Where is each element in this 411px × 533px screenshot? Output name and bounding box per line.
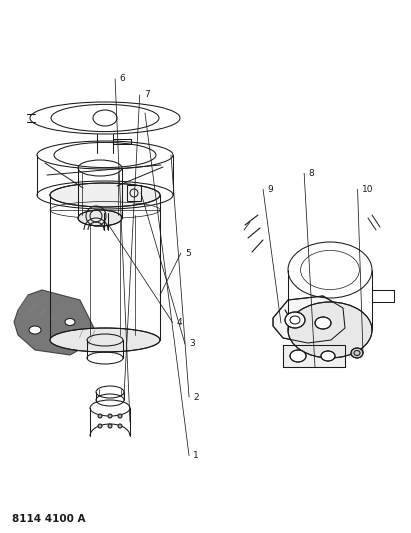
Ellipse shape: [285, 312, 305, 328]
Ellipse shape: [108, 424, 112, 428]
Ellipse shape: [288, 302, 372, 358]
Text: 8114 4100 A: 8114 4100 A: [12, 514, 86, 524]
Text: 4: 4: [177, 318, 182, 327]
Ellipse shape: [290, 350, 306, 362]
Ellipse shape: [50, 183, 160, 207]
Ellipse shape: [98, 424, 102, 428]
Text: 5: 5: [185, 249, 191, 257]
Ellipse shape: [29, 326, 41, 334]
Ellipse shape: [50, 328, 160, 352]
Ellipse shape: [98, 414, 102, 418]
Ellipse shape: [118, 424, 122, 428]
Text: 6: 6: [119, 75, 125, 83]
Polygon shape: [273, 296, 345, 343]
Text: 9: 9: [267, 185, 273, 193]
Text: 10: 10: [362, 185, 373, 193]
Text: 8: 8: [308, 169, 314, 177]
Ellipse shape: [351, 348, 363, 358]
Text: 3: 3: [189, 340, 195, 348]
Ellipse shape: [65, 319, 75, 326]
Ellipse shape: [108, 414, 112, 418]
Ellipse shape: [118, 414, 122, 418]
Text: 7: 7: [144, 91, 150, 99]
Polygon shape: [14, 290, 95, 355]
Ellipse shape: [315, 317, 331, 329]
Ellipse shape: [321, 351, 335, 361]
Text: 1: 1: [193, 451, 199, 460]
Ellipse shape: [78, 210, 122, 226]
Text: 2: 2: [193, 393, 199, 401]
Polygon shape: [283, 345, 345, 367]
